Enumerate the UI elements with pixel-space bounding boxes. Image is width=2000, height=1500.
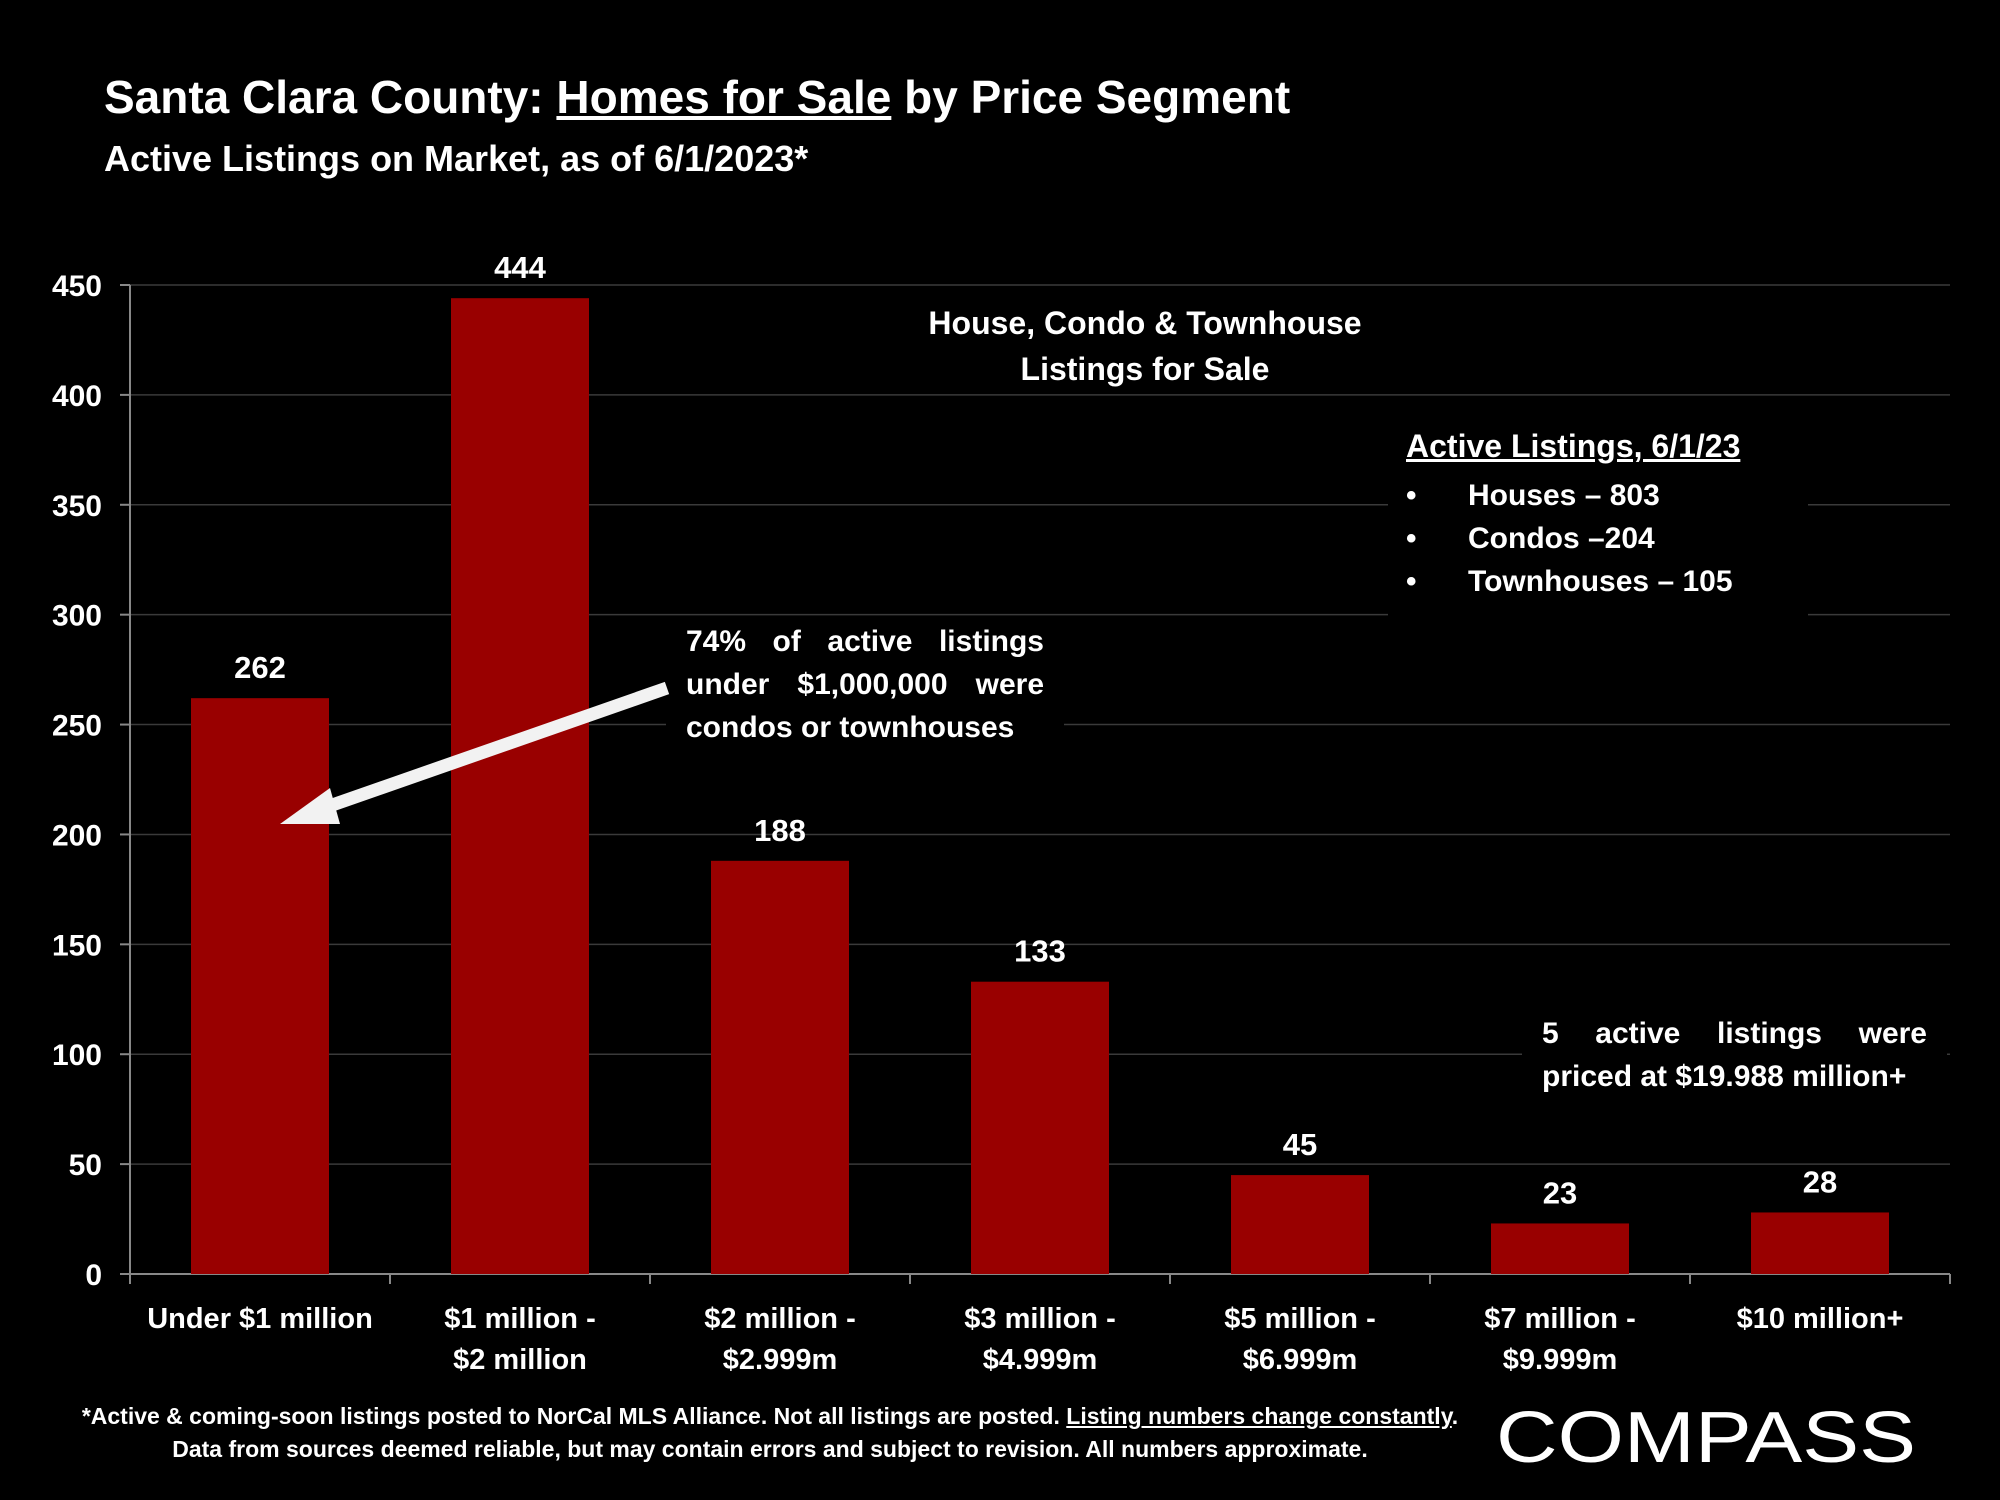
y-tick-label: 150 [52, 929, 102, 962]
bar-chart: 262 444 188 133 45 23 28 0 50 100 150 200 250 300 350… [52, 250, 1951, 1376]
bar [1751, 1212, 1889, 1274]
top-price-note-text: 5 active listings were priced at $19.988… [1542, 1017, 1927, 1093]
y-tick-label: 450 [52, 270, 102, 303]
x-tick-label: Under $1 million [147, 1303, 373, 1335]
compass-logo: COMPASS [1496, 1398, 1916, 1476]
y-tick-label: 0 [85, 1259, 102, 1292]
bullet-icon: • [1406, 522, 1417, 555]
y-tick-label: 300 [52, 600, 102, 633]
bar [191, 698, 329, 1274]
bar [711, 860, 849, 1274]
x-tick-label: $7 million - [1484, 1303, 1635, 1335]
list-item: • Houses – 803 [1406, 474, 1733, 517]
title-underlined: Homes for Sale [556, 71, 892, 123]
list-item: • Townhouses – 105 [1406, 560, 1733, 603]
bar [1231, 1175, 1369, 1274]
data-label: 45 [1283, 1127, 1317, 1162]
y-tick-label: 100 [52, 1039, 102, 1072]
y-tick-label: 250 [52, 710, 102, 743]
data-label: 444 [494, 250, 546, 285]
active-listings-heading: Active Listings, 6/1/23 [1406, 428, 1741, 464]
x-tick-label: $10 million+ [1737, 1303, 1904, 1335]
chart-title-line-2: Listings for Sale [1020, 351, 1270, 387]
x-tick-label: $6.999m [1243, 1344, 1358, 1376]
list-item-label: Condos –204 [1468, 522, 1655, 555]
condo-townhouse-note-text: 74% of active listings under $1,000,000 … [686, 625, 1044, 744]
tick-labels: 0 50 100 150 200 250 300 350 400 450 Under $1 mill… [52, 270, 1903, 1376]
x-tick-label: $2 million [453, 1344, 587, 1376]
title-suffix: by Price Segment [891, 71, 1291, 123]
list-item-label: Houses – 803 [1468, 479, 1660, 512]
y-tick-label: 50 [69, 1149, 102, 1182]
footnote-link-text: Listing numbers change constantly [1066, 1403, 1452, 1429]
compass-logo-text: COMPASS [1496, 1398, 1916, 1476]
data-labels: 262 444 188 133 45 23 28 [234, 250, 1837, 1210]
bar [1491, 1223, 1629, 1274]
page-title: Santa Clara County: Homes for Sale by Pr… [104, 70, 1290, 124]
data-label: 28 [1803, 1164, 1837, 1199]
x-tick-label: $2 million - [704, 1303, 855, 1335]
footnote: *Active & coming-soon listings posted to… [60, 1400, 1480, 1466]
y-tick-label: 200 [52, 819, 102, 852]
bar [451, 298, 589, 1275]
y-tick-label: 350 [52, 490, 102, 523]
list-item: • Condos –204 [1406, 517, 1733, 560]
x-tick-label: $5 million - [1224, 1303, 1375, 1335]
footnote-part-1: *Active & coming-soon listings posted to… [81, 1403, 1067, 1429]
list-item-label: Townhouses – 105 [1468, 565, 1733, 598]
footnote-part-3: . Data from sources deemed reliable, but… [172, 1403, 1459, 1462]
chart-title: House, Condo & Townhouse Listings for Sa… [870, 300, 1420, 392]
arrow-icon [280, 681, 670, 824]
bullet-icon: • [1406, 479, 1417, 512]
bar [971, 981, 1109, 1274]
bars [191, 298, 1889, 1275]
x-tick-label: $3 million - [964, 1303, 1115, 1335]
top-price-note: 5 active listings were priced at $19.988… [1522, 1012, 1947, 1108]
page-subtitle: Active Listings on Market, as of 6/1/202… [104, 138, 809, 179]
x-tick-label: $9.999m [1503, 1344, 1618, 1376]
data-label: 188 [754, 813, 806, 848]
title-prefix: Santa Clara County: [104, 71, 557, 123]
active-listings-list: • Houses – 803 • Condos –204 • Townhouses –… [1406, 474, 1733, 603]
chart-title-line-1: House, Condo & Townhouse [928, 305, 1362, 341]
condo-townhouse-note: 74% of active listings under $1,000,000 … [666, 620, 1064, 760]
x-tick-label: $4.999m [983, 1344, 1098, 1376]
data-label: 133 [1014, 934, 1066, 969]
x-tick-label: $2.999m [723, 1344, 838, 1376]
y-tick-label: 400 [52, 380, 102, 413]
bullet-icon: • [1406, 565, 1417, 598]
data-label: 23 [1543, 1175, 1577, 1210]
data-label: 262 [234, 650, 286, 685]
active-listings-box: Active Listings, 6/1/23 • Houses – 803 • C… [1388, 428, 1808, 618]
x-tick-label: $1 million - [444, 1303, 595, 1335]
